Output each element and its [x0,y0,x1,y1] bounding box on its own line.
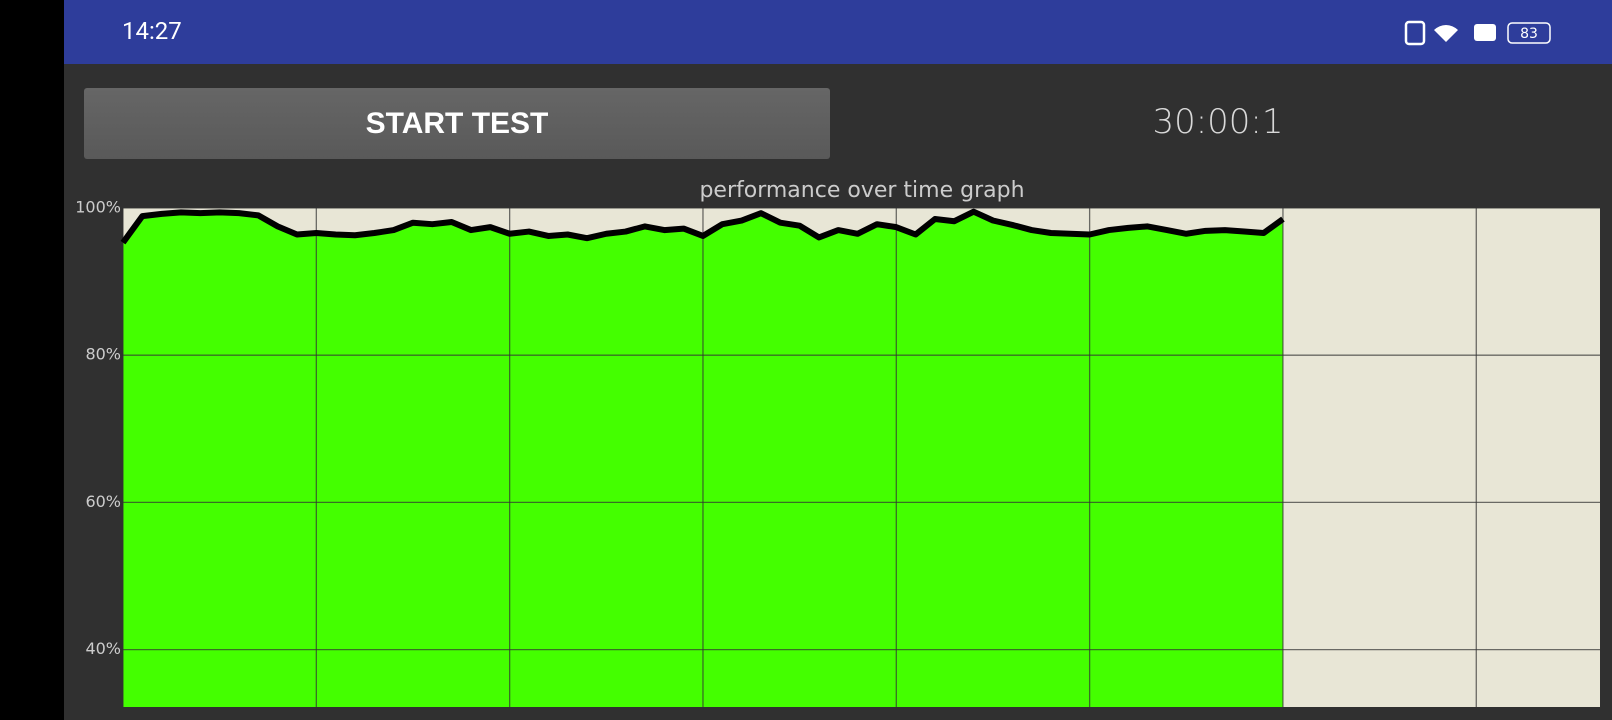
start-test-button[interactable]: START TEST [84,88,830,159]
line [120,208,1285,245]
y-tick-label: 40% [85,639,121,658]
chart: performance over time graph 100% 80% 60% 40… [75,178,1600,707]
wifi-icon [1434,25,1458,42]
y-tick-label: 100% [75,198,121,217]
chart-title: performance over time graph [699,178,1024,203]
status-icons: 83 [1404,20,1551,46]
nfc-icon [1404,20,1426,46]
status-bar: 14:27 83 [64,0,1612,64]
timer: 30:00:1 [1152,102,1284,142]
app: 14:27 83 START TEST 30:00:1 performance … [64,0,1612,720]
battery-level: 83 [1520,26,1538,42]
clock: 14:27 [122,17,182,45]
y-tick-label: 60% [85,492,121,511]
battery-icon [1507,22,1551,44]
sim-icon [1474,24,1496,41]
y-tick-label: 80% [85,345,121,364]
